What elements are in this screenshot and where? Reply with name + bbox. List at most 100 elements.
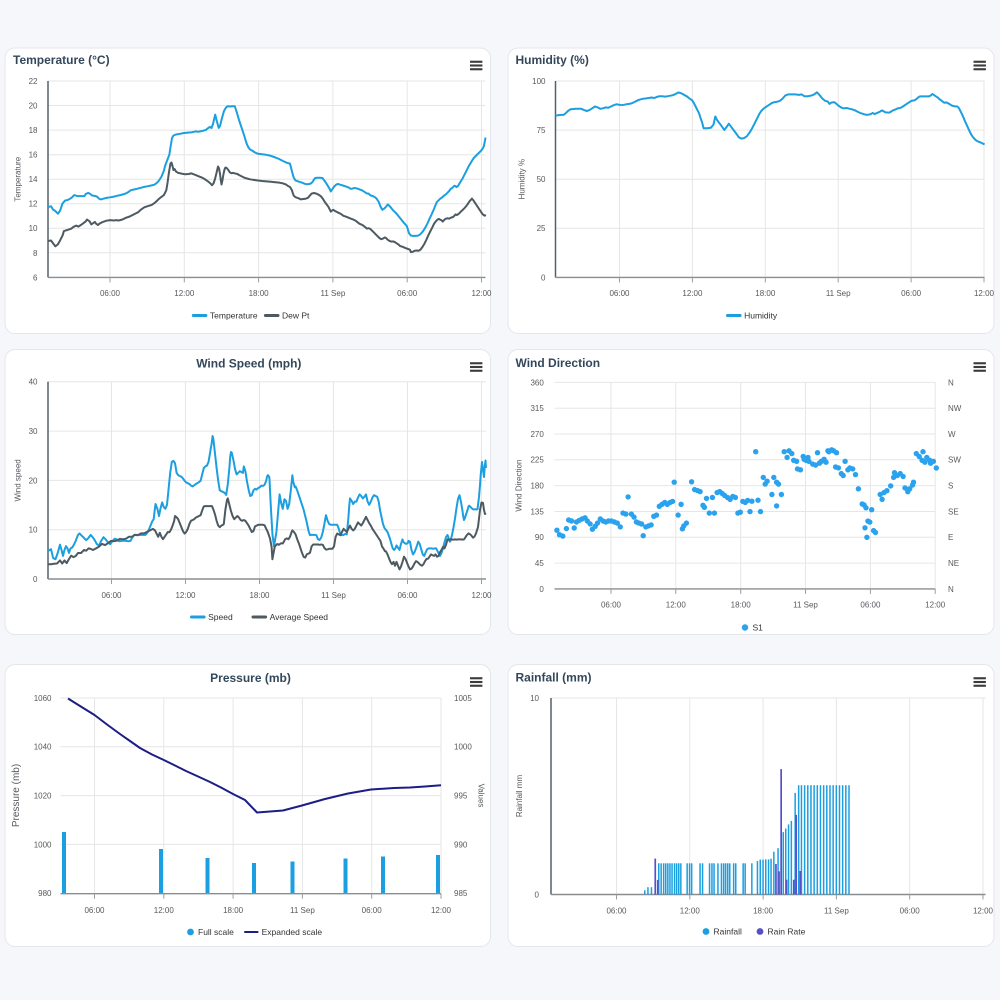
svg-text:8: 8 — [33, 249, 38, 258]
svg-text:12:00: 12:00 — [666, 601, 687, 610]
svg-text:1060: 1060 — [34, 694, 52, 703]
svg-text:10: 10 — [530, 694, 539, 703]
svg-text:12:00: 12:00 — [174, 289, 195, 298]
svg-text:W: W — [948, 430, 956, 439]
svg-text:NE: NE — [948, 559, 959, 568]
svg-text:25: 25 — [537, 224, 546, 233]
svg-text:Wind Speed (mph): Wind Speed (mph) — [196, 357, 301, 371]
svg-text:20: 20 — [29, 476, 38, 485]
svg-text:0: 0 — [535, 890, 540, 899]
svg-text:180: 180 — [530, 482, 544, 491]
svg-text:Wind Direction: Wind Direction — [516, 356, 601, 370]
svg-text:10: 10 — [29, 526, 38, 535]
svg-text:06:00: 06:00 — [860, 601, 881, 610]
svg-text:Humidity: Humidity — [744, 311, 778, 321]
svg-text:11 Sep: 11 Sep — [321, 289, 346, 298]
svg-text:Average Speed: Average Speed — [270, 612, 329, 622]
svg-text:Pressure (mb): Pressure (mb) — [11, 764, 22, 827]
svg-text:S1: S1 — [753, 623, 764, 633]
svg-text:1040: 1040 — [34, 743, 52, 752]
svg-text:Rainfall (mm): Rainfall (mm) — [516, 671, 592, 685]
svg-text:Rainfall mm: Rainfall mm — [515, 775, 524, 818]
svg-text:90: 90 — [535, 533, 544, 542]
svg-text:Temperature: Temperature — [14, 156, 23, 201]
svg-text:18:00: 18:00 — [755, 289, 776, 298]
svg-text:Dew Pt: Dew Pt — [282, 311, 310, 321]
svg-text:12:00: 12:00 — [680, 907, 701, 916]
svg-text:Rain Rate: Rain Rate — [768, 927, 806, 937]
svg-text:S: S — [948, 482, 953, 491]
svg-text:E: E — [948, 533, 953, 542]
svg-text:Wind Direction: Wind Direction — [515, 460, 524, 512]
svg-text:985: 985 — [454, 889, 468, 898]
svg-text:225: 225 — [530, 456, 544, 465]
svg-text:980: 980 — [38, 889, 52, 898]
svg-text:N: N — [948, 378, 954, 387]
svg-text:315: 315 — [530, 404, 544, 413]
svg-text:Rainfall: Rainfall — [714, 927, 742, 937]
svg-text:Values: Values — [477, 784, 486, 808]
svg-text:Temperature (°C): Temperature (°C) — [13, 53, 110, 67]
svg-text:06:00: 06:00 — [100, 289, 121, 298]
svg-text:12:00: 12:00 — [471, 289, 492, 298]
svg-text:0: 0 — [33, 575, 38, 584]
svg-text:10: 10 — [29, 224, 38, 233]
svg-text:06:00: 06:00 — [397, 591, 418, 600]
svg-text:100: 100 — [532, 77, 546, 86]
svg-text:SW: SW — [948, 456, 961, 465]
svg-text:11 Sep: 11 Sep — [793, 601, 818, 610]
svg-text:18:00: 18:00 — [731, 601, 752, 610]
svg-text:Humidity (%): Humidity (%) — [516, 53, 589, 67]
svg-text:12:00: 12:00 — [431, 906, 452, 915]
svg-text:1000: 1000 — [454, 743, 472, 752]
svg-text:270: 270 — [530, 430, 544, 439]
svg-text:75: 75 — [537, 126, 546, 135]
svg-text:11 Sep: 11 Sep — [824, 907, 849, 916]
svg-text:0: 0 — [539, 585, 544, 594]
svg-text:6: 6 — [33, 273, 38, 282]
svg-text:11 Sep: 11 Sep — [321, 591, 346, 600]
svg-text:06:00: 06:00 — [397, 289, 418, 298]
svg-text:18:00: 18:00 — [249, 591, 270, 600]
svg-text:06:00: 06:00 — [609, 289, 630, 298]
svg-text:Speed: Speed — [208, 612, 233, 622]
svg-text:12: 12 — [29, 200, 38, 209]
svg-text:12:00: 12:00 — [974, 289, 995, 298]
svg-text:18: 18 — [29, 126, 38, 135]
svg-text:995: 995 — [454, 792, 468, 801]
svg-text:14: 14 — [29, 175, 38, 184]
svg-text:12:00: 12:00 — [682, 289, 703, 298]
svg-text:06:00: 06:00 — [601, 601, 622, 610]
svg-text:Full scale: Full scale — [198, 927, 234, 937]
svg-text:Wind speed: Wind speed — [14, 459, 23, 501]
svg-text:06:00: 06:00 — [901, 289, 922, 298]
svg-text:0: 0 — [541, 273, 546, 282]
svg-text:360: 360 — [530, 378, 544, 387]
svg-text:50: 50 — [537, 175, 546, 184]
svg-text:22: 22 — [29, 77, 38, 86]
svg-text:18:00: 18:00 — [753, 907, 774, 916]
svg-text:20: 20 — [29, 102, 38, 111]
svg-text:990: 990 — [454, 840, 468, 849]
svg-text:N: N — [948, 585, 954, 594]
svg-text:06:00: 06:00 — [84, 906, 105, 915]
svg-text:40: 40 — [29, 378, 38, 387]
svg-text:135: 135 — [530, 507, 544, 516]
svg-text:06:00: 06:00 — [606, 907, 627, 916]
svg-text:11 Sep: 11 Sep — [826, 289, 851, 298]
svg-text:11 Sep: 11 Sep — [290, 906, 315, 915]
svg-text:1020: 1020 — [34, 792, 52, 801]
svg-text:16: 16 — [29, 151, 38, 160]
svg-text:06:00: 06:00 — [101, 591, 122, 600]
svg-text:Pressure (mb): Pressure (mb) — [210, 671, 291, 685]
svg-text:Temperature: Temperature — [210, 311, 258, 321]
svg-text:12:00: 12:00 — [925, 601, 946, 610]
svg-text:06:00: 06:00 — [362, 906, 383, 915]
svg-text:45: 45 — [535, 559, 544, 568]
svg-text:Humidity %: Humidity % — [518, 159, 527, 199]
svg-text:30: 30 — [29, 427, 38, 436]
svg-text:NW: NW — [948, 404, 962, 413]
svg-text:1000: 1000 — [34, 840, 52, 849]
svg-text:Expanded scale: Expanded scale — [262, 927, 323, 937]
svg-text:06:00: 06:00 — [900, 907, 921, 916]
